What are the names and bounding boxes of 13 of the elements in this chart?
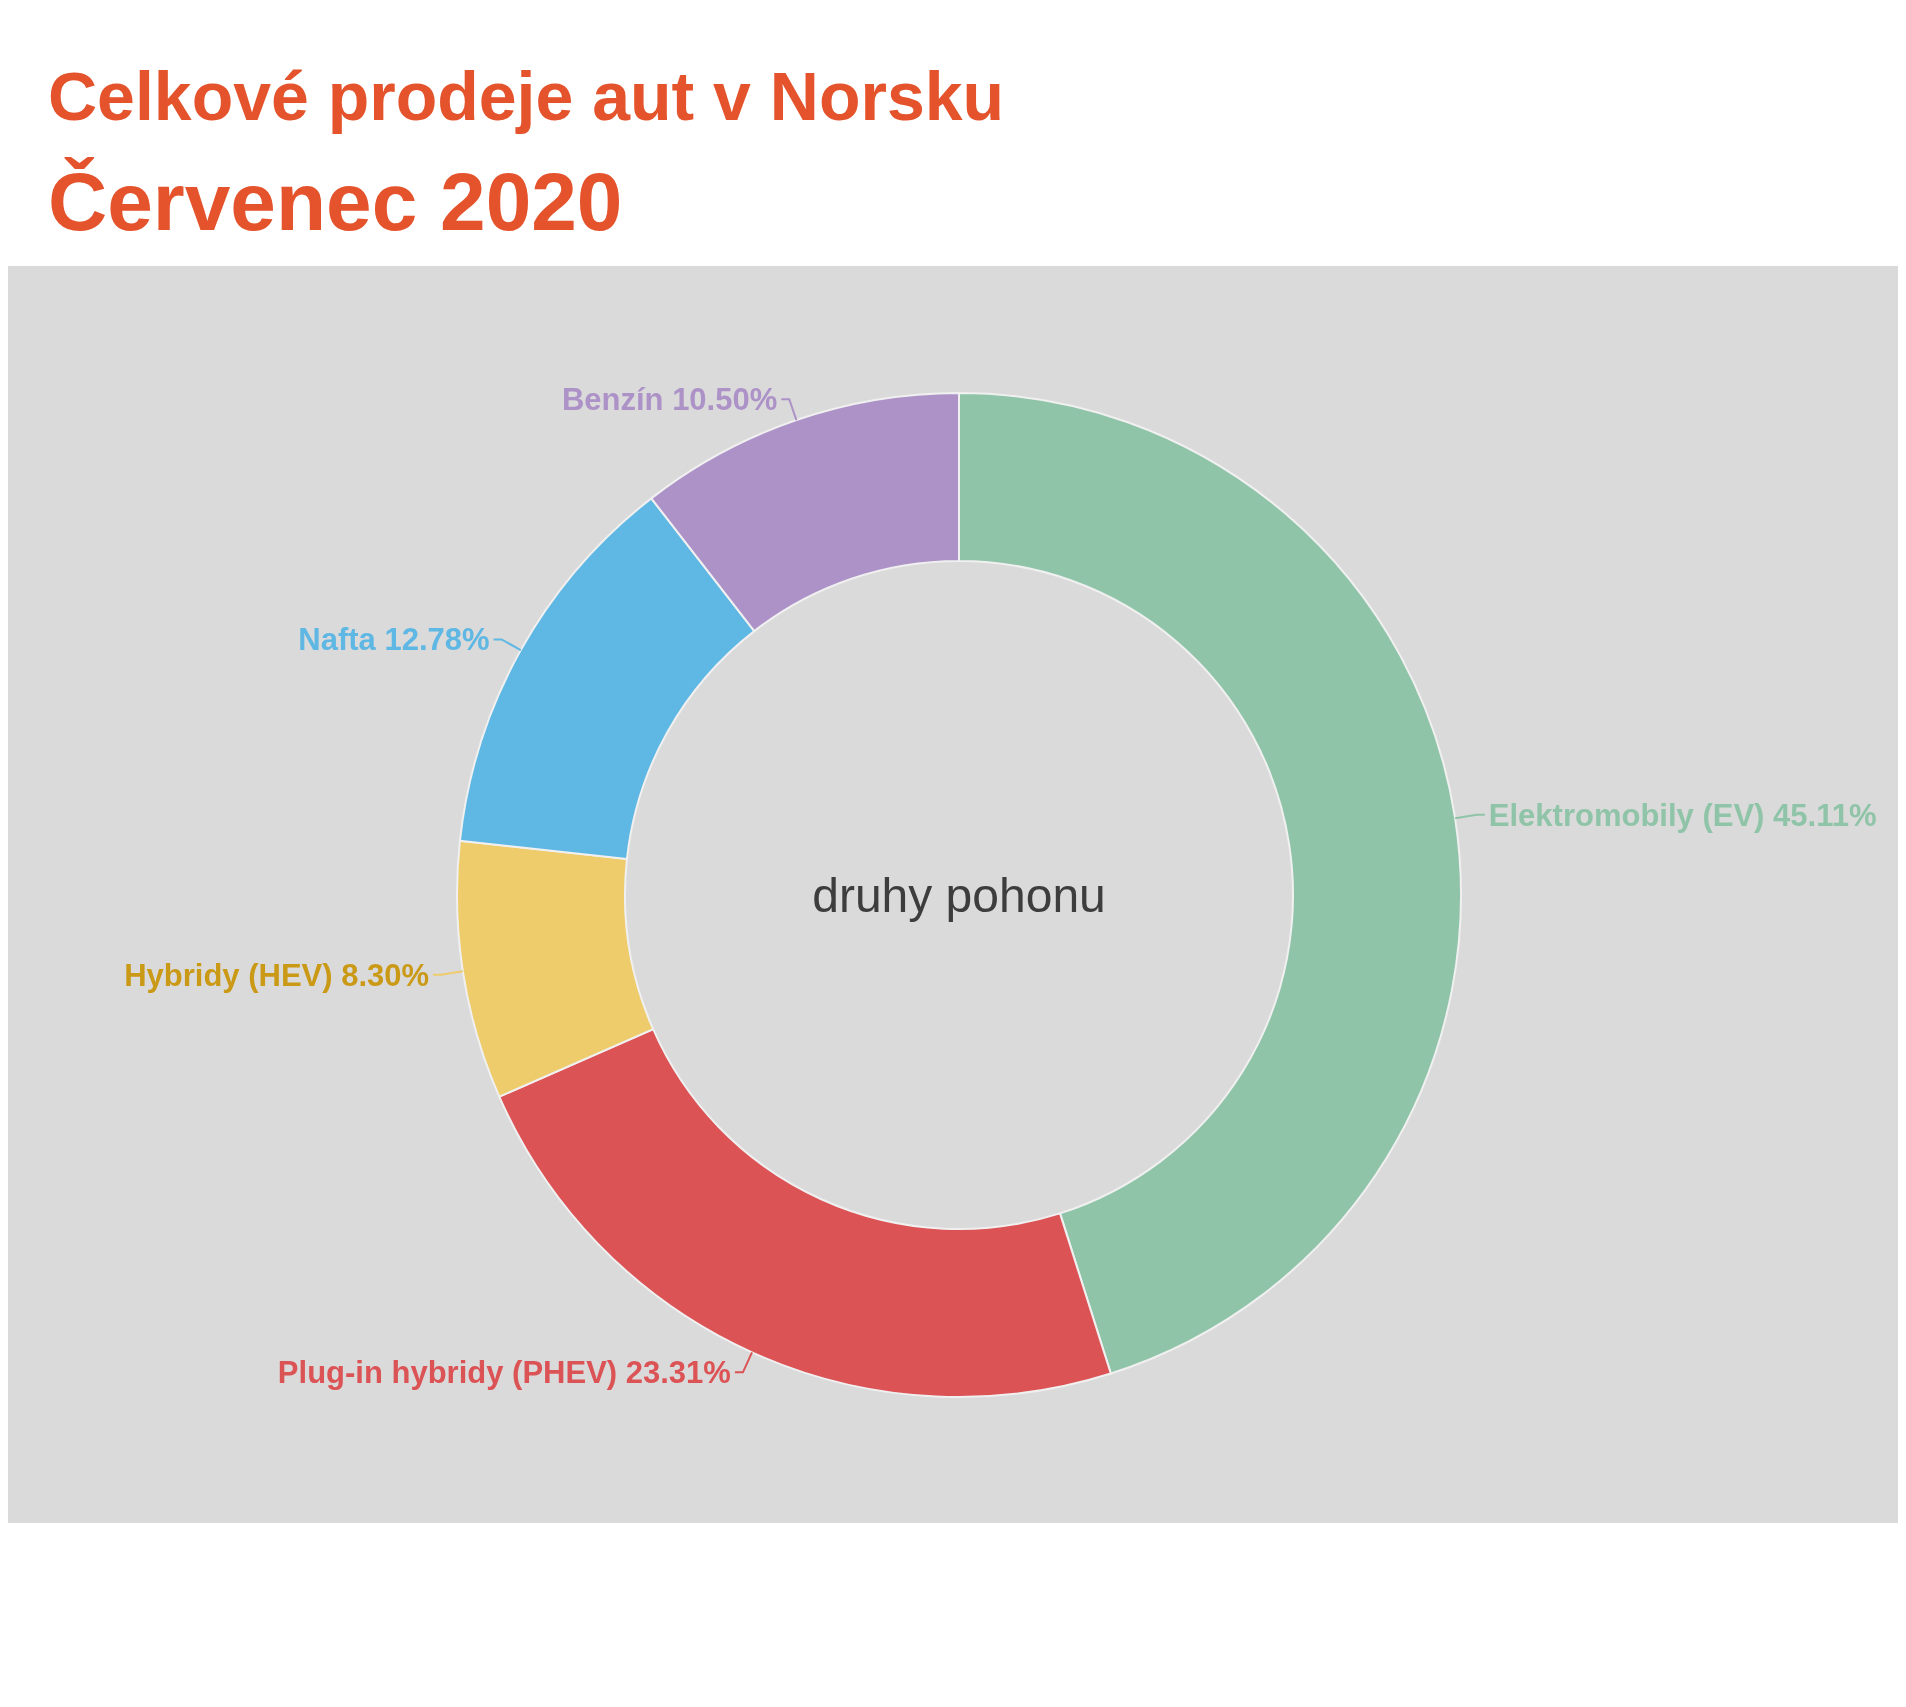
text: druhy pohonu bbox=[812, 868, 1106, 922]
chart-subtitle: Červenec 2020 bbox=[48, 156, 623, 247]
data-label: 23.31% bbox=[625, 1355, 731, 1391]
chart-title: Celkové prodeje aut v Norsku bbox=[48, 58, 1005, 134]
slice-label: Benzín bbox=[561, 382, 664, 418]
slice-label: Plug-in hybridy (PHEV) bbox=[277, 1355, 618, 1391]
slice-label: Nafta bbox=[298, 622, 376, 658]
slice-label: Hybridy (HEV) bbox=[124, 957, 333, 993]
data-label: 10.50% bbox=[672, 382, 778, 418]
data-label: 45.11% bbox=[1773, 797, 1877, 833]
slice-label: Elektromobily (EV) bbox=[1488, 797, 1765, 833]
data-label: 8.30% bbox=[341, 957, 430, 993]
data-label: 12.78% bbox=[384, 622, 490, 658]
